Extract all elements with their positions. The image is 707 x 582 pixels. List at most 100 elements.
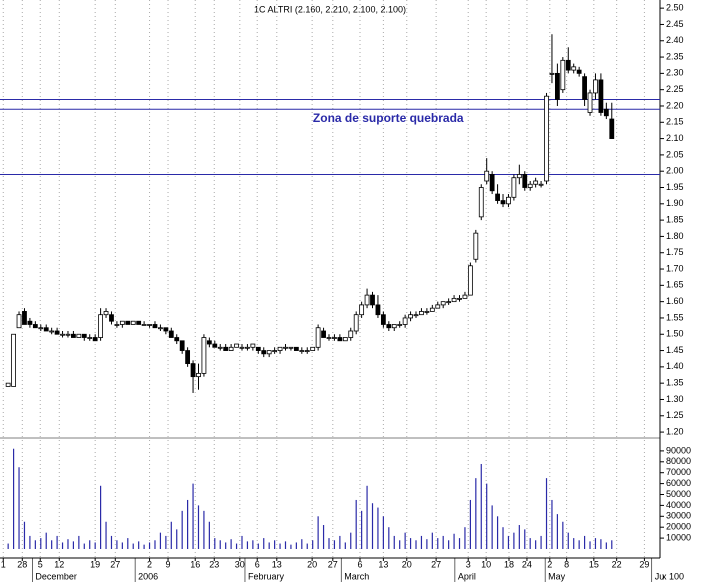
y-tick-label: 1.90 [666,198,684,208]
y-tick-label: 2.45 [666,19,684,29]
candle-body [228,346,234,351]
candle-body [179,340,185,351]
candle-body [163,327,169,332]
candle-body [266,350,272,355]
y-tick-label: 1.95 [666,182,684,192]
candle-body [440,301,446,306]
x-tick-label: 28 [17,559,27,569]
x-tick-label: 12 [54,559,64,569]
candle-body [549,72,555,75]
candle-body [223,346,229,351]
candle-body [261,350,267,355]
candle-body [119,320,125,325]
month-label: Ju [655,571,665,581]
candle-body [201,337,207,374]
candle-body [424,311,430,313]
x-tick-label: 18 [504,559,514,569]
x-tick-label: 15 [589,559,599,569]
month-label: December [35,571,77,581]
y-tick-label: 1.80 [666,231,684,241]
y-tick-label: 2.30 [666,68,684,78]
candle-body [560,59,566,91]
candle-body [391,324,397,329]
candle-body [158,327,163,330]
month-label: April [458,571,476,581]
candle-body [81,333,87,338]
candle-body [506,196,511,205]
y-tick-label: 1.50 [666,329,684,339]
candle-body [283,346,288,349]
candle-body [467,265,473,296]
x-tick-label: 29 [639,559,649,569]
candle-body [38,327,44,330]
candle-body [54,330,60,335]
candle-body [435,304,441,309]
candle-body [109,314,114,322]
candle-body [457,297,462,300]
annotation: Zona de suporte quebrada [313,111,464,125]
y-tick-label: 2.50 [666,3,684,13]
y-tick-label: 2.00 [666,166,684,176]
x-tick-label: 6 [255,559,260,569]
candle-body [288,346,294,349]
candle-body [152,324,158,329]
candle-body [315,327,321,348]
candle-body [206,340,212,345]
y2-tick-label: 50000 [666,489,691,499]
candle-body [293,346,299,351]
candle-body [71,333,76,338]
candle-body [348,330,354,338]
month-label: 2006 [138,571,158,581]
candle-body [310,346,316,351]
candle-body [32,324,38,329]
candle-body [429,307,435,312]
candle-body [239,346,245,349]
y2-tick-label: 10000 [666,532,691,542]
candle-body [359,304,365,316]
y-tick-label: 2.35 [666,51,684,61]
candle-body [511,177,517,198]
candle-body [489,174,495,192]
y-tick-label: 1.85 [666,214,684,224]
x-tick-label: 19 [90,559,100,569]
y-tick-label: 1.70 [666,263,684,273]
candle-body [370,294,375,306]
x-tick-label: 23 [209,559,219,569]
candle-body [304,350,310,352]
month-label: May [548,571,566,581]
candle-body [462,294,468,299]
candle-body [353,314,359,332]
candle-body [76,333,82,338]
x-tick-label: 9 [166,559,171,569]
candle-body [593,79,598,94]
y-tick-label: 1.30 [666,394,684,404]
y-tick-label: 1.60 [666,296,684,306]
candle-body [60,333,65,336]
candle-body [250,343,256,348]
candle-body [571,66,577,71]
candle-body [245,346,250,349]
y-tick-label: 1.20 [666,426,684,436]
candle-body [565,59,571,71]
candle-body [321,330,326,338]
candle-body [65,333,71,336]
candle-body [478,187,484,218]
candle-body [272,350,278,352]
candle-body [522,174,528,188]
y-tick-label: 1.45 [666,345,684,355]
x-tick-label: 20 [402,559,412,569]
candle-body [332,337,337,339]
x-tick-label: 13 [272,559,282,569]
candle-body [299,350,305,352]
y2-tick-label: 30000 [666,511,691,521]
candle-body [380,314,386,325]
candle-body [114,324,120,326]
candle-body [533,180,539,185]
candle-body [451,297,457,303]
chart-title: 1C ALTRI (2.160, 2.210, 2.100, 2.100) [254,4,406,14]
y-tick-label: 2.15 [666,117,684,127]
candle-body [326,337,332,339]
candle-body [234,343,239,348]
candle-body [473,232,479,260]
x-tick-label: 27 [328,559,338,569]
